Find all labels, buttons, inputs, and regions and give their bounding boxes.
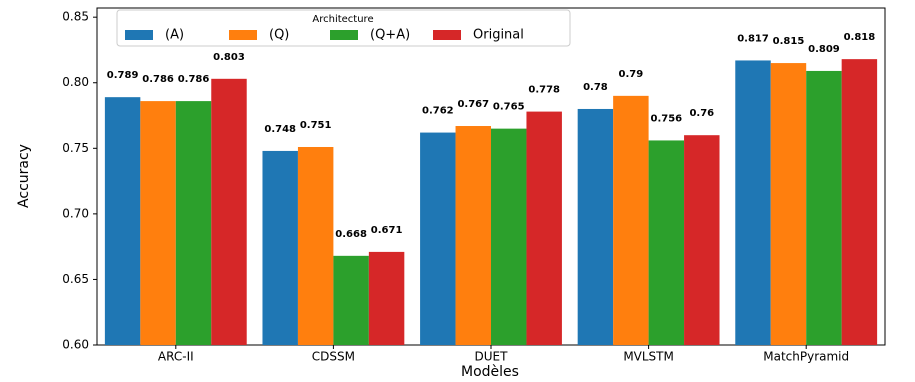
y-tick-label: 0.80: [62, 75, 89, 89]
y-tick-label: 0.65: [62, 272, 89, 286]
x-axis-label: Modèles: [461, 364, 519, 380]
bar: [735, 60, 771, 346]
value-label: 0.79: [619, 69, 644, 80]
bar: [104, 97, 141, 345]
bar: [368, 251, 405, 345]
value-label: 0.671: [371, 225, 403, 236]
value-label: 0.786: [142, 74, 174, 85]
value-label: 0.778: [528, 85, 560, 96]
bar: [806, 70, 842, 345]
value-label: 0.817: [737, 33, 769, 44]
bar: [526, 111, 562, 346]
value-label: 0.668: [335, 229, 367, 240]
x-tick-label: DUET: [475, 350, 509, 364]
value-label: 0.786: [178, 74, 210, 85]
value-label: 0.818: [844, 32, 876, 43]
bar: [770, 63, 807, 346]
value-label: 0.76: [689, 108, 714, 119]
bar: [491, 128, 527, 345]
bar: [577, 108, 614, 345]
value-label: 0.751: [300, 120, 332, 131]
legend-swatch: [125, 30, 153, 40]
bar: [140, 101, 176, 345]
x-tick-label: CDSSM: [312, 350, 355, 364]
value-label: 0.748: [264, 124, 296, 135]
bar: [420, 132, 456, 345]
bar: [455, 126, 491, 345]
bar: [613, 95, 649, 345]
value-label: 0.803: [213, 52, 245, 63]
legend-swatch: [433, 30, 461, 40]
bar: [648, 140, 685, 345]
y-tick-label: 0.85: [62, 10, 89, 24]
bar: [841, 59, 878, 346]
value-label: 0.815: [773, 36, 805, 47]
x-tick-label: ARC-II: [158, 350, 194, 364]
value-label: 0.767: [457, 99, 489, 110]
value-label: 0.809: [808, 44, 840, 55]
legend-swatch: [229, 30, 257, 40]
value-label: 0.789: [107, 70, 139, 81]
value-label: 0.762: [422, 106, 454, 117]
legend-label: Original: [473, 28, 524, 43]
legend-label: (Q): [269, 28, 289, 43]
bar: [211, 78, 247, 346]
bar: [297, 146, 334, 345]
legend-swatch: [330, 30, 358, 40]
x-tick-label: MVLSTM: [623, 350, 674, 364]
bar: [333, 255, 369, 345]
y-axis-label: Accuracy: [16, 144, 32, 208]
y-tick-label: 0.75: [62, 141, 89, 155]
legend-title: Architecture: [312, 14, 373, 25]
bar: [262, 150, 298, 345]
y-tick-label: 0.60: [62, 338, 89, 352]
value-label: 0.78: [583, 82, 608, 93]
legend-label: (A): [165, 28, 184, 43]
legend-label: (Q+A): [370, 28, 410, 43]
value-label: 0.756: [651, 113, 683, 124]
bar: [175, 101, 212, 345]
bar: [684, 135, 720, 345]
y-tick-label: 0.70: [62, 206, 89, 220]
value-label: 0.765: [493, 102, 525, 113]
x-tick-label: MatchPyramid: [763, 350, 849, 364]
